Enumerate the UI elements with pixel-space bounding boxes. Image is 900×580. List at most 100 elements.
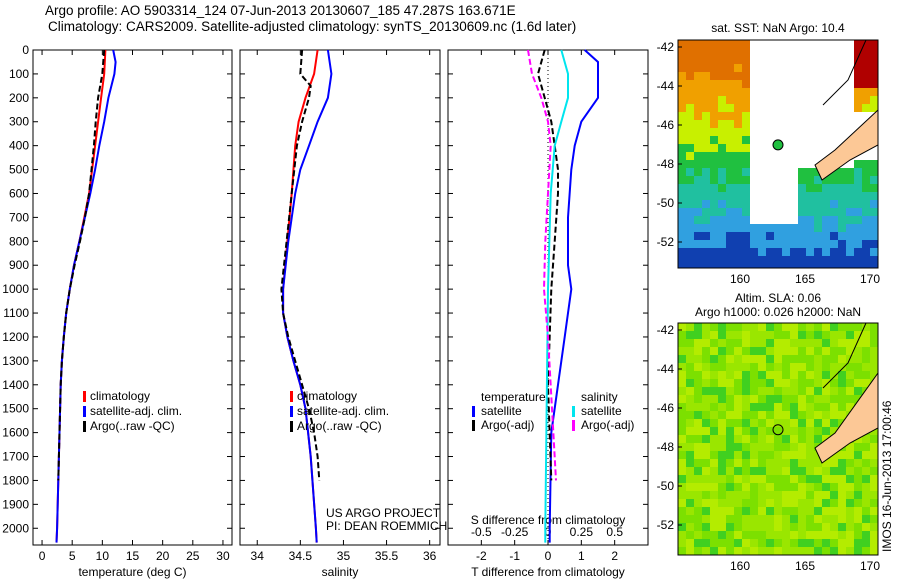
map-cell	[702, 331, 710, 339]
map-cell	[854, 200, 862, 208]
map-cell	[710, 40, 718, 48]
map-cell	[838, 256, 846, 264]
map-cell	[766, 232, 774, 240]
map-cell	[814, 355, 822, 363]
x-tick-label: 15	[126, 549, 140, 563]
y-tick-label: 2000	[2, 521, 29, 535]
map-cell	[726, 152, 734, 160]
map-cell	[758, 411, 766, 419]
map-cell	[734, 144, 742, 152]
map-cell	[710, 264, 718, 268]
map-cell	[830, 363, 838, 371]
map-cell	[678, 339, 686, 347]
map-cell	[694, 355, 702, 363]
map-cell	[686, 240, 694, 248]
map-cell	[846, 200, 854, 208]
map-cell	[718, 547, 726, 555]
map-cell	[774, 547, 782, 555]
map-cell	[710, 200, 718, 208]
map-cell	[782, 379, 790, 387]
map-cell	[750, 403, 758, 411]
map-cell	[718, 64, 726, 72]
map-cell	[822, 507, 830, 515]
map-cell	[694, 451, 702, 459]
map-cell	[694, 347, 702, 355]
legend-title-temperature: temperature	[481, 390, 546, 404]
map-cell	[726, 200, 734, 208]
map-cell	[774, 387, 782, 395]
map-cell	[686, 355, 694, 363]
map-cell	[846, 507, 854, 515]
map-cell	[862, 443, 870, 451]
map-cell	[710, 64, 718, 72]
map-cell	[678, 435, 686, 443]
legend-label: Argo(..raw -QC)	[297, 419, 382, 433]
map-cell	[838, 224, 846, 232]
map-cell	[742, 355, 750, 363]
map-cell	[726, 331, 734, 339]
y-tick-label: 1300	[2, 354, 29, 368]
map-cell	[846, 232, 854, 240]
map-cell	[870, 363, 878, 371]
map-cell	[798, 264, 806, 268]
map-cell	[862, 539, 870, 547]
map-cell	[782, 363, 790, 371]
map-cell	[806, 256, 814, 264]
map-cell	[766, 403, 774, 411]
y-tick-label: 400	[9, 139, 29, 153]
map-cell	[686, 200, 694, 208]
map-cell	[734, 208, 742, 216]
s-tick-label: 0.5	[606, 525, 623, 539]
map-cell	[814, 224, 822, 232]
x-tick-label: 30	[216, 549, 230, 563]
map-cell	[750, 547, 758, 555]
map-cell	[806, 435, 814, 443]
map-cell	[838, 379, 846, 387]
map-cell	[870, 216, 878, 224]
map-cell	[678, 387, 686, 395]
x-tick-label: 36	[423, 549, 437, 563]
map-cell	[862, 48, 870, 56]
map-cell	[798, 331, 806, 339]
map-cell	[710, 379, 718, 387]
map-cell	[806, 216, 814, 224]
x-tick-label: 0	[545, 549, 552, 563]
map-cell	[870, 264, 878, 268]
map-cell	[678, 168, 686, 176]
map-cell	[686, 48, 694, 56]
map-cell	[774, 499, 782, 507]
map-cell	[734, 80, 742, 88]
map-cell	[702, 216, 710, 224]
map-cell	[710, 232, 718, 240]
map-cell	[830, 403, 838, 411]
map-cell	[838, 507, 846, 515]
map-cell	[718, 331, 726, 339]
map-cell	[806, 323, 814, 331]
map-cell	[846, 248, 854, 256]
map-cell	[846, 547, 854, 555]
map-cell	[750, 411, 758, 419]
lon-tick-label: 165	[795, 559, 815, 573]
map-cell	[854, 224, 862, 232]
map-cell	[806, 547, 814, 555]
map-cell	[790, 387, 798, 395]
map-cell	[822, 387, 830, 395]
map-cell	[822, 339, 830, 347]
map-cell	[726, 160, 734, 168]
map-cell	[806, 475, 814, 483]
map-cell	[814, 176, 822, 184]
map-cell	[694, 256, 702, 264]
map-cell	[686, 523, 694, 531]
map-cell	[694, 104, 702, 112]
map-cell	[686, 152, 694, 160]
map-cell	[838, 232, 846, 240]
map-cell	[846, 403, 854, 411]
map-cell	[758, 531, 766, 539]
map-cell	[718, 483, 726, 491]
y-tick-label: 1700	[2, 450, 29, 464]
map-cell	[814, 475, 822, 483]
series-t-argo--adj-	[536, 49, 559, 481]
map-cell	[838, 467, 846, 475]
map-cell	[862, 323, 870, 331]
map-cell	[734, 467, 742, 475]
